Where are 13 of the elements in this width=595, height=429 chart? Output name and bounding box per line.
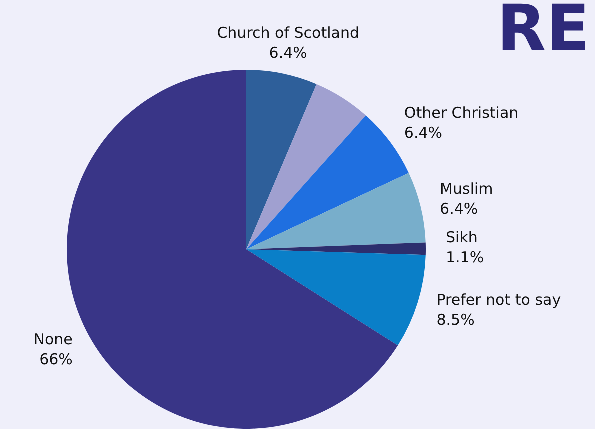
data-label: 8.5%: [436, 310, 475, 329]
slice-label: Prefer not to say: [436, 290, 562, 309]
chart-title: RE: [497, 0, 590, 67]
slice-label: None: [34, 330, 73, 348]
slice-label: Muslim: [440, 180, 494, 198]
data-label: 6.4%: [269, 44, 308, 62]
data-label: 6.4%: [404, 124, 443, 142]
slice-label: Other Christian: [404, 104, 519, 122]
data-label: 66%: [40, 350, 73, 368]
data-label: 6.4%: [440, 200, 478, 218]
slice-label: Sikh: [446, 228, 478, 247]
data-label: 1.1%: [446, 248, 484, 267]
slice-label: Church of Scotland: [217, 24, 360, 42]
